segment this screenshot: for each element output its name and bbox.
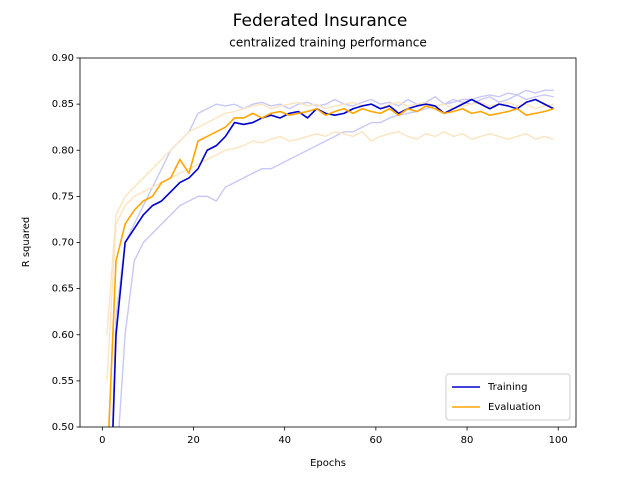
x-axis-label: Epochs (310, 458, 346, 469)
x-tick-label: 20 (187, 435, 200, 446)
x-tick-label: 80 (461, 435, 474, 446)
y-tick-label: 0.75 (52, 191, 74, 202)
run-line (118, 89, 554, 427)
x-tick-label: 40 (278, 435, 291, 446)
y-tick-label: 0.55 (52, 376, 74, 387)
y-tick-label: 0.70 (52, 238, 74, 249)
legend-box (445, 373, 571, 421)
x-tick-label: 0 (99, 435, 105, 446)
chart-title: Federated Insurance (233, 11, 408, 31)
legend-label: Evaluation (488, 402, 541, 413)
series-line (108, 105, 554, 427)
legend-label: Training (487, 382, 527, 393)
y-tick-label: 0.65 (52, 284, 74, 295)
y-tick-label: 0.85 (52, 99, 74, 110)
x-tick-label: 60 (370, 435, 383, 446)
series-line (112, 98, 555, 427)
run-line (111, 94, 554, 427)
x-tick-label: 100 (549, 435, 568, 446)
y-axis-label: R squared (21, 217, 32, 268)
run-line (106, 101, 554, 335)
plot-area (106, 89, 555, 427)
y-tick-label: 0.50 (52, 422, 74, 433)
y-tick-label: 0.60 (52, 330, 74, 341)
y-tick-label: 0.90 (52, 53, 74, 64)
run-line (106, 131, 554, 381)
y-tick-label: 0.80 (52, 145, 74, 156)
chart-subtitle: centralized training performance (229, 36, 427, 50)
